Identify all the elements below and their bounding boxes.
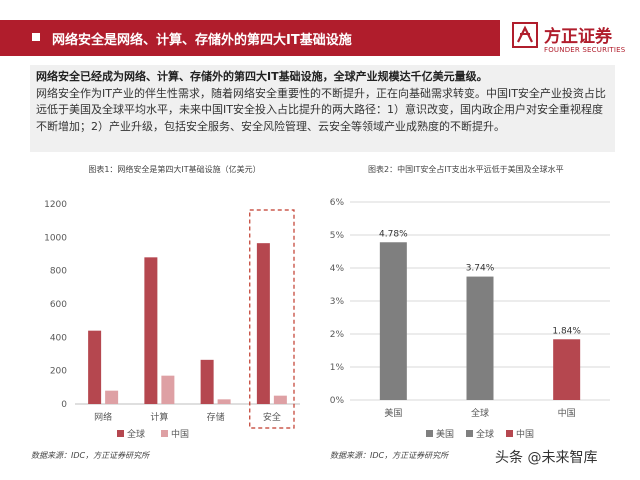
summary-lead: 网络安全已经成为网络、计算、存储外的第四大IT基础设施，全球产业规模达千亿美元量… <box>36 70 488 83</box>
chart1-title: 图表1：网络安全是第四大IT基础设施（亿美元） <box>88 165 261 174</box>
bar-全球-网络 <box>88 330 102 404</box>
legend-swatch-全球 <box>117 430 124 437</box>
bar-全球 <box>466 276 494 400</box>
bar-美国 <box>379 242 407 400</box>
logo-mark-graphic <box>517 25 533 43</box>
legend-label: 全球 <box>476 428 494 440</box>
chart2-title: 图表2：中国IT安全占IT支出水平远低于美国及全球水平 <box>368 165 564 174</box>
bullet-square-icon <box>32 33 40 41</box>
x-tick-label: 存储 <box>207 411 225 423</box>
legend-swatch-中国 <box>506 430 513 437</box>
x-tick-label: 中国 <box>558 407 576 419</box>
x-tick-label: 全球 <box>471 407 489 419</box>
logo-text-cn: 方正证券 <box>544 27 612 47</box>
bar-全球-计算 <box>144 257 158 404</box>
x-tick-label: 美国 <box>384 407 402 419</box>
y-tick-label: 0% <box>330 396 345 406</box>
x-tick-label: 网络 <box>94 411 112 423</box>
chart2-source: 数据来源：IDC，方正证券研究所 <box>330 451 449 460</box>
y-tick-label: 200 <box>50 367 67 377</box>
data-label: 3.74% <box>466 264 495 274</box>
bar-全球-安全 <box>256 243 270 404</box>
logo-text-en: FOUNDER SECURITIES <box>544 46 626 54</box>
slide-title: 网络安全是网络、计算、存储外的第四大IT基础设施 <box>52 33 352 48</box>
y-tick-label: 2% <box>330 330 345 340</box>
legend-label: 中国 <box>516 428 534 440</box>
bar-中国-存储 <box>217 399 231 404</box>
y-tick-label: 4% <box>330 264 345 274</box>
legend-swatch-中国 <box>161 430 168 437</box>
x-tick-label: 安全 <box>263 411 281 423</box>
legend-label: 美国 <box>436 428 454 440</box>
y-tick-label: 600 <box>50 300 67 310</box>
data-label: 1.84% <box>552 326 581 336</box>
logo-mark-icon <box>512 22 538 48</box>
x-tick-label: 计算 <box>150 411 168 423</box>
y-tick-label: 1200 <box>44 200 67 210</box>
y-tick-label: 400 <box>50 333 67 343</box>
watermark: 头条 @未来智库 <box>495 450 598 466</box>
chart1-source: 数据来源：IDC，方正证券研究所 <box>31 451 150 460</box>
legend-label: 全球 <box>127 428 145 440</box>
y-tick-label: 0 <box>61 400 67 410</box>
y-tick-label: 800 <box>50 267 67 277</box>
bar-中国-计算 <box>161 375 175 404</box>
y-tick-label: 1% <box>330 363 345 373</box>
y-tick-label: 5% <box>330 231 345 241</box>
y-tick-label: 6% <box>330 198 345 208</box>
company-logo: 方正证券 FOUNDER SECURITIES <box>512 22 632 58</box>
summary-body: 网络安全作为IT产业的伴生性需求，随着网络安全重要性的不断提升，正在向基础需求转… <box>36 86 606 133</box>
bar-中国-网络 <box>105 390 119 404</box>
summary-box: 网络安全已经成为网络、计算、存储外的第四大IT基础设施，全球产业规模达千亿美元量… <box>30 65 615 152</box>
data-label: 4.78% <box>379 229 408 239</box>
chart2-svg: 0%1%2%3%4%5%6%4.78%美国3.74%全球1.84%中国美国 全球中… <box>330 198 610 440</box>
highlight-frame <box>249 209 295 429</box>
legend-swatch-美国 <box>426 430 433 437</box>
legend-swatch-全球 <box>466 430 473 437</box>
slide-title-bar: 网络安全是网络、计算、存储外的第四大IT基础设施 <box>0 20 500 56</box>
bar-全球-存储 <box>200 359 214 404</box>
legend-label: 中国 <box>171 428 189 440</box>
y-tick-label: 1000 <box>44 233 67 243</box>
bar-中国 <box>553 339 581 400</box>
bar-中国-安全 <box>273 395 287 404</box>
y-tick-label: 3% <box>330 297 345 307</box>
